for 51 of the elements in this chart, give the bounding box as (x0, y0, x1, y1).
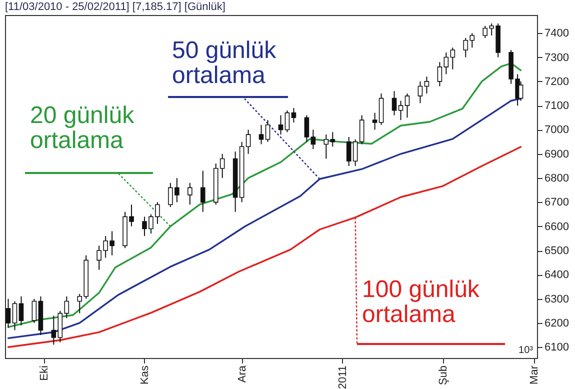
text: 20 günlük ortalama (30, 102, 136, 154)
candlestick (6, 298, 11, 328)
candlestick (518, 80, 524, 102)
y-tick-label: 7400 (544, 28, 569, 40)
candlestick (398, 100, 404, 121)
y-tick-label: 6700 (544, 196, 569, 209)
candlestick (188, 182, 192, 206)
candlestick (418, 80, 423, 104)
x-tick-label: Eki (38, 366, 50, 381)
candlestick (12, 300, 18, 331)
text: 100 günlük ortalama (362, 276, 480, 328)
candlestick (304, 114, 310, 142)
candlestick (404, 93, 410, 118)
x-tick-label: Ara (236, 364, 248, 383)
y-tick-label: 6800 (544, 172, 569, 185)
candlestick (424, 76, 430, 94)
y-tick-label: 6200 (544, 317, 569, 330)
y-tick-label: 7000 (544, 124, 569, 136)
candlestick (450, 47, 456, 70)
y-tick-label: 7200 (544, 76, 569, 88)
candlestick (310, 129, 316, 150)
candlestick (246, 129, 251, 154)
x-tick-label: Kas (138, 365, 151, 384)
y-tick-label: 6300 (544, 293, 569, 306)
y-tick-label: 6600 (544, 220, 569, 233)
line-series (7, 62, 522, 328)
x-tick-label: 2011 (336, 366, 349, 389)
candlestick (265, 120, 270, 142)
x-tick-label: Şub (437, 366, 450, 386)
candlestick (18, 296, 24, 326)
y-tick-label: 6500 (544, 245, 569, 258)
y-tick-label: 6400 (544, 269, 569, 282)
candlestick (372, 112, 378, 130)
candlestick (291, 107, 296, 123)
candlestick (444, 52, 449, 75)
y-tick-label: 7300 (544, 52, 569, 64)
chart-title: [11/03/2010 - 25/02/2011] [7,185.17] [Günlük] (5, 1, 226, 13)
text: 50 günlük ortalama (172, 37, 278, 89)
candlestick (437, 62, 442, 87)
y-tick-label: 7100 (544, 100, 569, 112)
candlestick (359, 114, 364, 145)
candlestick (200, 170, 206, 212)
candlestick (278, 114, 284, 136)
candlestick (32, 298, 37, 324)
candlestick (284, 110, 290, 133)
y-tick-label: 6100 (544, 342, 569, 354)
annotation: 10³ (518, 345, 534, 356)
x-tick-label: Mar (528, 365, 540, 384)
candlestick (392, 90, 397, 116)
y-tick-label: 6900 (544, 148, 569, 160)
candlestick (258, 124, 264, 145)
